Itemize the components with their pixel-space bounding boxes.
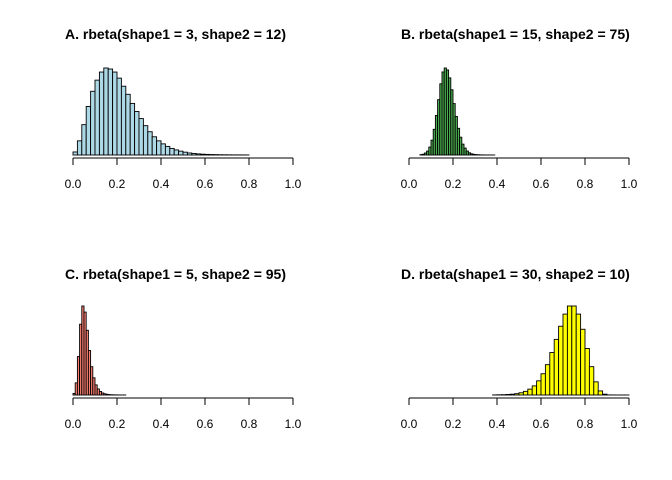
panel-a-bars bbox=[72, 67, 250, 156]
panel-a-x-axis: 0.0 0.2 0.4 0.6 0.8 1.0 bbox=[65, 157, 302, 191]
panel-a-bar bbox=[90, 90, 96, 156]
panel-b-tick-label: 0.6 bbox=[533, 177, 550, 191]
panel-d-tick-label: 0.0 bbox=[401, 417, 418, 431]
panel-d-tick-label: 0.6 bbox=[533, 417, 550, 431]
panel-d-bar bbox=[531, 385, 538, 396]
panel-b-title: B. rbeta(shape1 = 15, shape2 = 75) bbox=[401, 26, 630, 42]
panel-a-bar bbox=[195, 153, 202, 156]
panel-a-bar bbox=[85, 105, 92, 156]
panel-d-bar bbox=[536, 380, 542, 396]
panel-a-bar bbox=[164, 145, 171, 156]
panel-a-bar bbox=[125, 93, 131, 156]
panel-a-tick-label: 0.8 bbox=[241, 177, 258, 191]
panel-b-tick-label: 0.0 bbox=[401, 177, 418, 191]
panel-d-x-axis: 0.0 0.2 0.4 0.6 0.8 1.0 bbox=[401, 397, 638, 431]
panel-d: D. rbeta(shape1 = 30, shape2 = 10) 0.0 0.… bbox=[401, 266, 638, 431]
panel-d-bar bbox=[527, 388, 533, 396]
panel-a-bar bbox=[186, 152, 193, 156]
panel-a-bar bbox=[129, 102, 136, 156]
panel-a-bar bbox=[173, 149, 180, 156]
panel-d-bars bbox=[492, 305, 630, 396]
panel-a-tick-label: 0.4 bbox=[153, 177, 170, 191]
panel-d-bar bbox=[549, 352, 555, 396]
panel-d-bar bbox=[588, 366, 595, 396]
panel-d-bar bbox=[509, 393, 516, 396]
panel-a-bar bbox=[103, 67, 109, 156]
panel-d-bar bbox=[544, 364, 551, 396]
panel-a-tick-label: 0.6 bbox=[197, 177, 214, 191]
panel-a-bar bbox=[151, 136, 158, 156]
panel-c-bars bbox=[72, 305, 127, 396]
panel-b: B. rbeta(shape1 = 15, shape2 = 75) 0.0 0.… bbox=[401, 26, 638, 191]
panel-c-title: C. rbeta(shape1 = 5, shape2 = 95) bbox=[65, 266, 286, 282]
panel-d-bar bbox=[505, 394, 511, 396]
panel-c-tick-label: 0.2 bbox=[109, 417, 126, 431]
panel-c-tick-label: 1.0 bbox=[285, 417, 302, 431]
panel-d-bar bbox=[571, 305, 577, 396]
panel-d-tick-label: 0.2 bbox=[445, 417, 462, 431]
panel-b-x-axis: 0.0 0.2 0.4 0.6 0.8 1.0 bbox=[401, 157, 638, 191]
panel-c-tick-label: 0.8 bbox=[241, 417, 258, 431]
panel-c-tick-label: 0.4 bbox=[153, 417, 170, 431]
panel-a-bar bbox=[200, 153, 206, 156]
panel-d-bar bbox=[566, 305, 573, 396]
panel-b-tick-label: 0.8 bbox=[577, 177, 594, 191]
panel-a-bar bbox=[72, 151, 78, 156]
panel-c-tick-label: 0.0 bbox=[65, 417, 82, 431]
panel-d-bar bbox=[580, 328, 586, 396]
panel-d-bar bbox=[522, 390, 529, 396]
panel-a-bar bbox=[160, 143, 166, 156]
panel-d-bar bbox=[593, 381, 599, 396]
panel-d-tick-label: 0.4 bbox=[489, 417, 506, 431]
panel-b-tick-label: 0.2 bbox=[445, 177, 462, 191]
panel-d-bar bbox=[514, 393, 520, 396]
panel-a-bar bbox=[191, 153, 197, 156]
panel-a-bar bbox=[116, 77, 122, 156]
panel-a-bar bbox=[142, 125, 149, 156]
panel-d-bar bbox=[518, 392, 524, 396]
panel-b-bars bbox=[419, 67, 496, 156]
panel-a-bar bbox=[138, 118, 144, 156]
panel-a-tick-label: 0.0 bbox=[65, 177, 82, 191]
panel-d-title: D. rbeta(shape1 = 30, shape2 = 10) bbox=[401, 266, 630, 282]
panel-b-tick-label: 1.0 bbox=[621, 177, 638, 191]
panel-a-bar bbox=[204, 153, 210, 156]
panel-d-tick-label: 1.0 bbox=[621, 417, 638, 431]
panel-d-tick-label: 0.8 bbox=[577, 417, 594, 431]
panel-a-bar bbox=[147, 131, 153, 156]
panel-a-bar bbox=[76, 140, 83, 156]
panel-a-bar bbox=[182, 151, 188, 156]
panel-a: A. rbeta(shape1 = 3, shape2 = 12) 0.0 0.2… bbox=[65, 26, 302, 191]
panel-a-bar bbox=[107, 68, 114, 156]
panel-d-bar bbox=[553, 338, 560, 396]
panel-a-bar bbox=[120, 85, 127, 156]
panel-d-bar bbox=[584, 348, 590, 396]
panel-a-tick-label: 0.2 bbox=[109, 177, 126, 191]
panel-a-bar bbox=[98, 71, 105, 156]
panel-c-x-axis: 0.0 0.2 0.4 0.6 0.8 1.0 bbox=[65, 397, 302, 431]
panel-d-bar bbox=[602, 393, 608, 396]
panel-a-bar bbox=[178, 150, 184, 156]
panel-d-bar bbox=[540, 373, 546, 396]
panel-a-bar bbox=[156, 140, 162, 156]
panel-a-tick-label: 1.0 bbox=[285, 177, 302, 191]
panel-d-bar bbox=[562, 313, 568, 396]
panel-a-bar bbox=[94, 79, 100, 156]
panel-d-bar bbox=[558, 325, 564, 396]
panel-a-bar bbox=[81, 124, 87, 156]
panel-d-bar bbox=[575, 313, 582, 396]
panel-a-bar bbox=[134, 111, 140, 156]
panel-d-bar bbox=[597, 390, 604, 396]
panel-a-bar bbox=[169, 147, 175, 156]
panel-a-title: A. rbeta(shape1 = 3, shape2 = 12) bbox=[65, 26, 286, 42]
panel-a-bar bbox=[112, 71, 118, 156]
panel-b-tick-label: 0.4 bbox=[489, 177, 506, 191]
panel-c-tick-label: 0.6 bbox=[197, 417, 214, 431]
panel-c: C. rbeta(shape1 = 5, shape2 = 95) 0.0 0.2… bbox=[65, 266, 302, 431]
